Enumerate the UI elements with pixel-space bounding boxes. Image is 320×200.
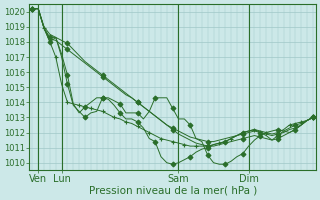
X-axis label: Pression niveau de la mer( hPa ): Pression niveau de la mer( hPa ) — [89, 186, 257, 196]
